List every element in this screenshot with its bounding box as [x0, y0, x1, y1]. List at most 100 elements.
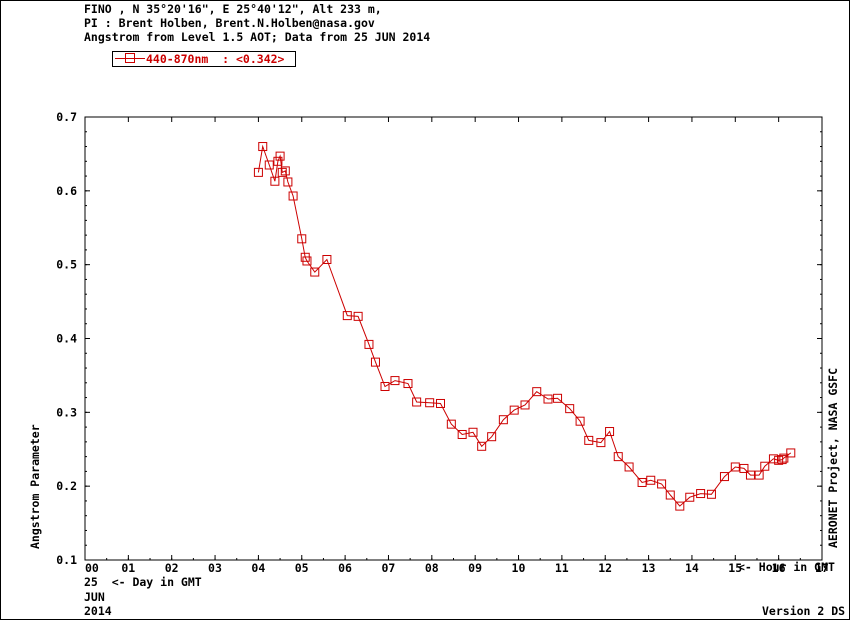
data-point [264, 160, 274, 170]
x-tick-label: 13 [642, 561, 656, 575]
data-point [280, 166, 290, 176]
x-tick-label: 16 [772, 561, 786, 575]
y-tick-label: 0.5 [56, 258, 77, 272]
data-point [277, 167, 287, 177]
x-tick-label: 06 [338, 561, 352, 575]
data-point [370, 357, 380, 367]
data-point [353, 311, 363, 321]
data-point [665, 490, 675, 500]
site-title: FINO , N 35°20'16", E 25°40'12", Alt 233… [84, 2, 382, 16]
data-point [342, 311, 352, 321]
data-description: Angstrom from Level 1.5 AOT; Data from 2… [84, 30, 431, 44]
data-point [774, 455, 784, 465]
data-point [403, 379, 413, 389]
data-point [565, 404, 575, 414]
data-point [253, 167, 263, 177]
x-tick-label: 14 [685, 561, 699, 575]
data-point [435, 398, 445, 408]
data-point [322, 254, 332, 264]
x-tick-label: 17 [815, 561, 829, 575]
pi-info: PI : Brent Holben, Brent.N.Holben@nasa.g… [84, 16, 375, 30]
x-tick-label: 08 [425, 561, 439, 575]
data-point [543, 394, 553, 404]
x-tick-label: 10 [512, 561, 526, 575]
data-point [364, 339, 374, 349]
y-tick-label: 0.2 [56, 479, 77, 493]
x-tick-label: 04 [251, 561, 265, 575]
x-tick-label: 09 [468, 561, 482, 575]
tick-labels: 0.1 0.2 0.3 0.4 0.5 0.6 0.7 00 01 02 03 04 05 06 07 08 0… [56, 110, 829, 575]
data-point [657, 479, 667, 489]
y-tick-label: 0.4 [56, 332, 77, 346]
data-point [754, 470, 764, 480]
data-point [283, 177, 293, 187]
data-point [596, 438, 606, 448]
x-tick-label: 05 [295, 561, 309, 575]
y-tick-label: 0.1 [56, 553, 77, 567]
x-tick-label: 00 [85, 561, 99, 575]
data-point [273, 156, 283, 166]
data-point [468, 427, 478, 437]
year-label: 2014 [84, 604, 112, 618]
data-point [624, 462, 634, 472]
series-440-870nm [253, 142, 796, 511]
data-point [425, 398, 435, 408]
hour-axis-label: <- Hour in GMT [738, 560, 835, 574]
data-point [258, 142, 268, 152]
legend-line-swatch [115, 58, 145, 59]
data-point [646, 475, 656, 485]
legend-square-marker-icon [125, 53, 135, 63]
data-point [777, 455, 787, 465]
y-tick-label: 0.7 [56, 110, 77, 124]
credit-label: AERONET Project, NASA GSFC [826, 367, 840, 548]
data-point [760, 461, 770, 471]
data-point [532, 387, 542, 397]
data-point [487, 432, 497, 442]
data-point [412, 397, 422, 407]
data-point [446, 419, 456, 429]
data-point [477, 441, 487, 451]
data-point [575, 416, 585, 426]
data-point [730, 462, 740, 472]
data-point [605, 427, 615, 437]
data-point [302, 256, 312, 266]
data-point [613, 452, 623, 462]
data-point [457, 429, 467, 439]
data-point [380, 381, 390, 391]
y-tick-label: 0.3 [56, 405, 77, 419]
x-tick-label: 02 [165, 561, 179, 575]
data-point [739, 463, 749, 473]
data-point [637, 477, 647, 487]
data-point [553, 393, 563, 403]
data-point [275, 151, 285, 161]
data-point [509, 405, 519, 415]
y-axis-title: Angstrom Parameter [28, 424, 42, 549]
data-point [768, 454, 778, 464]
x-tick-label: 03 [208, 561, 222, 575]
data-point [719, 472, 729, 482]
y-tick-label: 0.6 [56, 184, 77, 198]
data-point [390, 376, 400, 386]
data-point [310, 267, 320, 277]
x-tick-label: 07 [381, 561, 395, 575]
legend: 440-870nm : <0.342> [112, 51, 296, 67]
data-point [288, 191, 298, 201]
data-point [786, 448, 796, 458]
data-point [675, 501, 685, 511]
data-point [584, 435, 594, 445]
x-tick-label: 01 [121, 561, 135, 575]
data-point [745, 470, 755, 480]
data-point [520, 400, 530, 410]
data-point [685, 492, 695, 502]
data-point [297, 234, 307, 244]
x-tick-label: 15 [728, 561, 742, 575]
axes [84, 116, 823, 561]
data-point [706, 489, 716, 499]
day-axis-label: 25 <- Day in GMT [84, 575, 202, 589]
x-tick-label: 11 [555, 561, 569, 575]
series-line [257, 144, 792, 507]
version-label: Version 2 DS [762, 604, 846, 618]
x-tick-label: 12 [598, 561, 612, 575]
month-label: JUN [84, 590, 105, 604]
